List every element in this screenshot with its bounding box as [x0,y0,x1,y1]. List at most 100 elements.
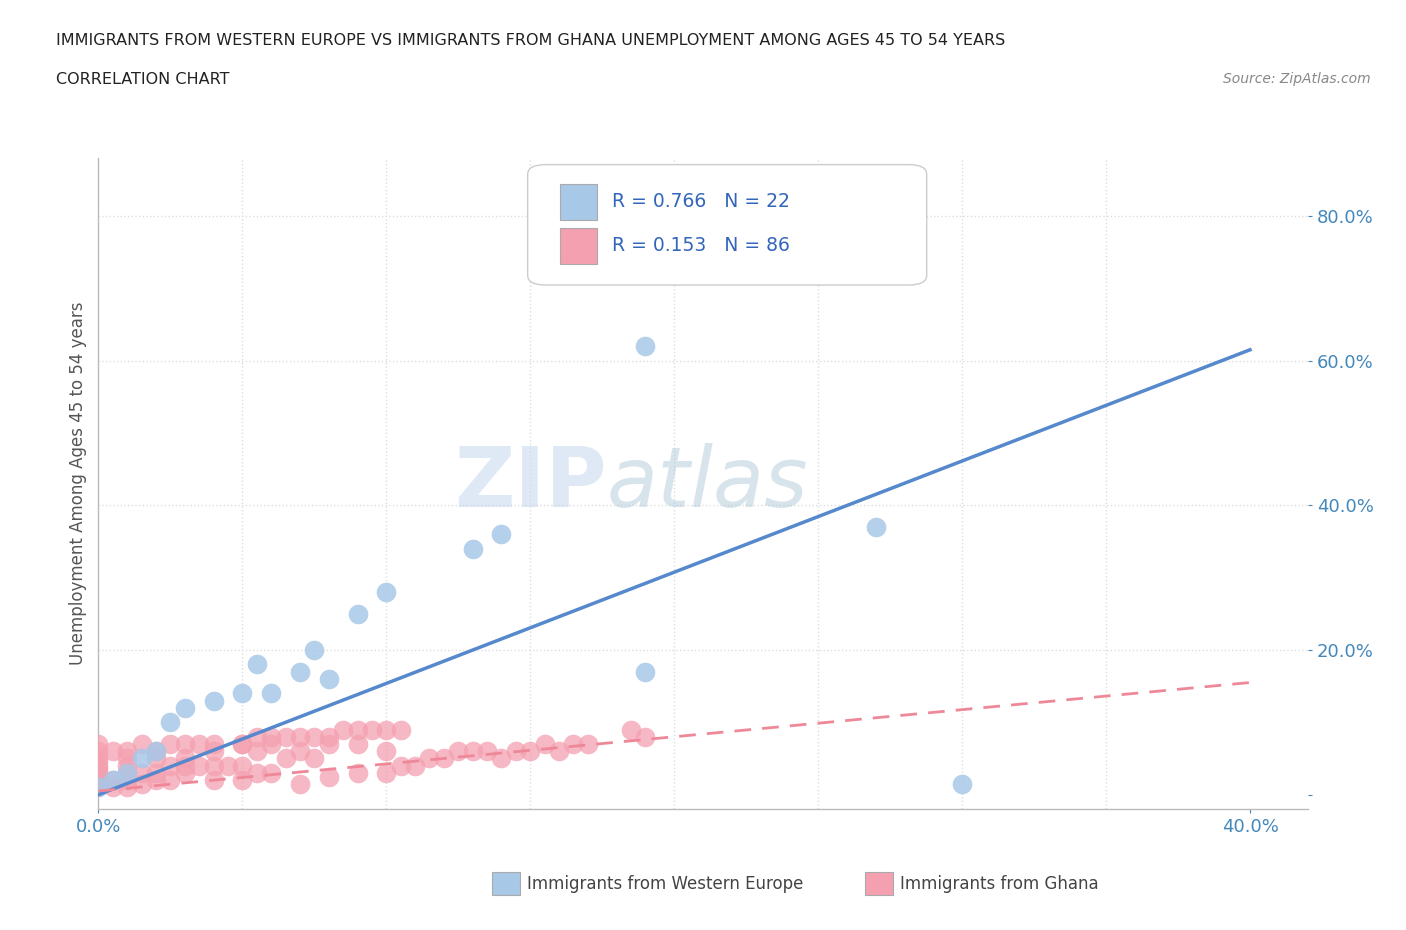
Point [461,541,484,556]
Text: Source: ZipAtlas.com: Source: ZipAtlas.com [1223,72,1371,86]
Point [131,751,153,766]
Point [173,758,195,773]
Point [145,773,167,788]
Point [634,729,657,744]
Point [115,765,138,780]
Point [173,737,195,751]
Text: CORRELATION CHART: CORRELATION CHART [56,72,229,86]
Y-axis label: Unemployment Among Ages 45 to 54 years: Unemployment Among Ages 45 to 54 years [69,302,87,665]
Bar [561,184,596,220]
Point [202,758,225,773]
Text: R = 0.153   N = 86: R = 0.153 N = 86 [612,236,790,255]
Point [115,773,138,788]
Point [87,762,110,777]
Text: atlas: atlas [606,443,808,525]
Point [173,700,195,715]
Text: R = 0.766   N = 22: R = 0.766 N = 22 [612,193,790,211]
Point [318,729,340,744]
Point [576,737,599,751]
Point [202,773,225,788]
Point [87,737,110,751]
Point [202,737,225,751]
Point [173,765,195,780]
Point [202,693,225,708]
Point [87,751,110,766]
Point [231,686,253,701]
Point [491,526,513,541]
Point [505,744,527,759]
Point [145,744,167,759]
Point [87,769,110,784]
Point [159,773,181,788]
Point [375,585,398,600]
Point [115,751,138,766]
Point [533,737,555,751]
Point [101,780,124,795]
Point [131,765,153,780]
Point [145,751,167,766]
Point [260,737,283,751]
Point [447,744,470,759]
Point [87,744,110,759]
Point [87,754,110,769]
Point [87,765,110,780]
Point [246,744,269,759]
Point [288,664,311,679]
Point [389,722,412,737]
Point [304,751,326,766]
Point [231,737,253,751]
Point [115,758,138,773]
Point [346,737,368,751]
Point [246,657,269,671]
Point [101,773,124,788]
Point [288,744,311,759]
Point [562,737,585,751]
Point [231,773,253,788]
Bar [561,228,596,263]
Point [332,722,354,737]
Point [101,744,124,759]
Point [202,744,225,759]
Point [346,765,368,780]
Point [475,744,498,759]
Text: Immigrants from Ghana: Immigrants from Ghana [900,874,1098,893]
Point [288,729,311,744]
Point [375,744,398,759]
Point [231,758,253,773]
Point [418,751,440,766]
FancyBboxPatch shape [527,165,927,286]
Point [217,758,239,773]
Point [260,765,283,780]
Point [87,758,110,773]
Point [115,780,138,795]
Point [246,765,269,780]
Point [304,729,326,744]
Point [304,643,326,658]
Point [318,737,340,751]
Point [491,751,513,766]
Point [375,765,398,780]
Point [188,737,211,751]
Point [404,758,426,773]
Text: ZIP: ZIP [454,443,606,525]
Point [634,664,657,679]
Point [865,520,887,535]
Text: Immigrants from Western Europe: Immigrants from Western Europe [527,874,804,893]
Point [246,729,269,744]
Point [115,765,138,780]
Point [260,729,283,744]
Point [159,715,181,730]
Point [87,773,110,788]
Point [115,744,138,759]
Point [159,737,181,751]
Point [361,722,384,737]
Point [131,777,153,791]
Point [620,722,643,737]
Point [159,758,181,773]
Point [461,744,484,759]
Point [346,606,368,621]
Point [346,722,368,737]
Text: IMMIGRANTS FROM WESTERN EUROPE VS IMMIGRANTS FROM GHANA UNEMPLOYMENT AMONG AGES : IMMIGRANTS FROM WESTERN EUROPE VS IMMIGR… [56,33,1005,47]
Point [274,729,297,744]
Point [519,744,541,759]
